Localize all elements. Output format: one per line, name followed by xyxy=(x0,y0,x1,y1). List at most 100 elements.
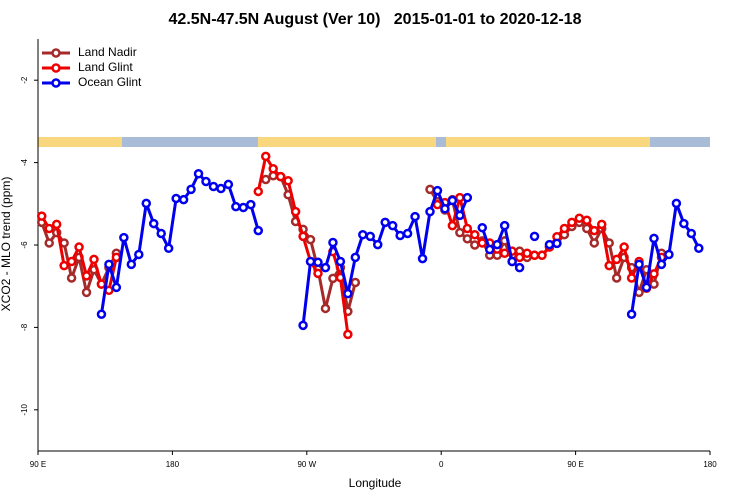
data-point xyxy=(671,198,682,209)
data-point xyxy=(514,262,525,273)
data-point xyxy=(626,309,637,319)
data-point xyxy=(447,195,458,206)
data-point xyxy=(582,215,592,226)
data-point xyxy=(119,232,129,243)
data-point xyxy=(66,256,77,267)
land-ocean-strip xyxy=(38,137,710,147)
data-point xyxy=(260,174,271,185)
data-point xyxy=(350,277,361,288)
x-tick-label: 180 xyxy=(166,460,180,469)
data-point xyxy=(290,206,301,217)
data-point xyxy=(104,259,114,270)
legend-marker xyxy=(51,78,61,88)
data-point xyxy=(305,234,316,245)
data-point xyxy=(223,179,234,190)
x-axis-label: Longitude xyxy=(349,476,402,490)
data-point xyxy=(44,223,54,234)
data-point xyxy=(387,220,398,231)
data-point xyxy=(537,250,547,261)
data-point xyxy=(455,210,465,221)
data-point xyxy=(455,227,465,238)
data-point xyxy=(208,181,219,192)
data-point xyxy=(462,192,473,203)
data-point xyxy=(89,254,99,265)
legend-marker xyxy=(51,63,61,73)
data-point xyxy=(343,329,353,340)
data-point xyxy=(283,175,293,186)
data-point xyxy=(96,309,107,319)
data-point xyxy=(44,238,54,248)
data-point xyxy=(372,239,383,250)
data-point xyxy=(320,303,331,314)
data-point xyxy=(380,217,390,228)
data-point xyxy=(529,250,540,261)
data-point xyxy=(298,320,308,331)
data-point xyxy=(81,287,92,298)
data-point xyxy=(126,259,137,270)
data-point xyxy=(417,253,428,264)
data-point xyxy=(432,185,443,196)
data-point xyxy=(134,249,144,260)
legend-label: Land Nadir xyxy=(78,45,137,59)
data-point xyxy=(462,234,473,244)
data-point xyxy=(178,194,189,205)
chart-title: 42.5N-47.5N August (Ver 10) 2015-01-01 t… xyxy=(169,11,582,28)
data-point xyxy=(328,273,338,284)
x-tick-label: 180 xyxy=(703,460,717,469)
data-point xyxy=(626,273,637,283)
data-point xyxy=(447,220,458,231)
x-tick-label: 90 W xyxy=(297,460,316,469)
data-point xyxy=(156,228,166,239)
x-tick-label: 90 E xyxy=(567,460,583,469)
x-tick-label: 0 xyxy=(439,460,444,469)
data-point xyxy=(186,184,196,195)
data-point xyxy=(470,240,480,250)
data-point xyxy=(201,176,211,187)
data-point xyxy=(74,242,84,252)
data-point xyxy=(634,259,644,270)
data-point xyxy=(343,288,353,299)
data-point xyxy=(350,252,361,263)
data-point xyxy=(679,218,689,229)
data-point xyxy=(238,202,249,213)
data-point xyxy=(171,193,181,204)
data-point xyxy=(148,218,159,229)
data-point xyxy=(313,257,323,268)
data-point xyxy=(163,243,174,254)
legend-label: Ocean Glint xyxy=(78,75,142,89)
series-line xyxy=(40,154,663,335)
data-point xyxy=(425,184,435,195)
y-axis-label: XCO2 - MLO trend (ppm) xyxy=(0,177,13,312)
data-point xyxy=(544,239,555,250)
data-point xyxy=(320,262,331,273)
data-point xyxy=(313,268,323,279)
data-point xyxy=(567,217,577,228)
data-point xyxy=(694,243,704,254)
data-point xyxy=(477,238,488,248)
data-point xyxy=(589,238,600,248)
x-tick-label: 90 E xyxy=(30,460,46,469)
data-point xyxy=(81,271,92,281)
data-point xyxy=(111,282,122,293)
data-point xyxy=(432,199,443,210)
data-point xyxy=(477,222,488,233)
data-point xyxy=(440,203,450,214)
data-point xyxy=(275,171,286,182)
y-tick-label: -8 xyxy=(20,323,29,331)
data-point xyxy=(507,256,517,267)
data-point xyxy=(656,259,667,270)
data-point xyxy=(395,230,405,241)
data-point xyxy=(574,213,585,223)
data-point xyxy=(193,168,204,179)
data-point xyxy=(365,231,376,242)
data-point xyxy=(619,242,629,252)
data-point xyxy=(492,239,502,250)
data-point xyxy=(589,225,600,236)
data-point xyxy=(559,223,570,234)
data-point xyxy=(649,279,659,289)
data-point xyxy=(611,254,622,265)
data-point xyxy=(141,198,152,209)
y-tick-label: -4 xyxy=(20,158,29,166)
data-point xyxy=(268,164,278,174)
